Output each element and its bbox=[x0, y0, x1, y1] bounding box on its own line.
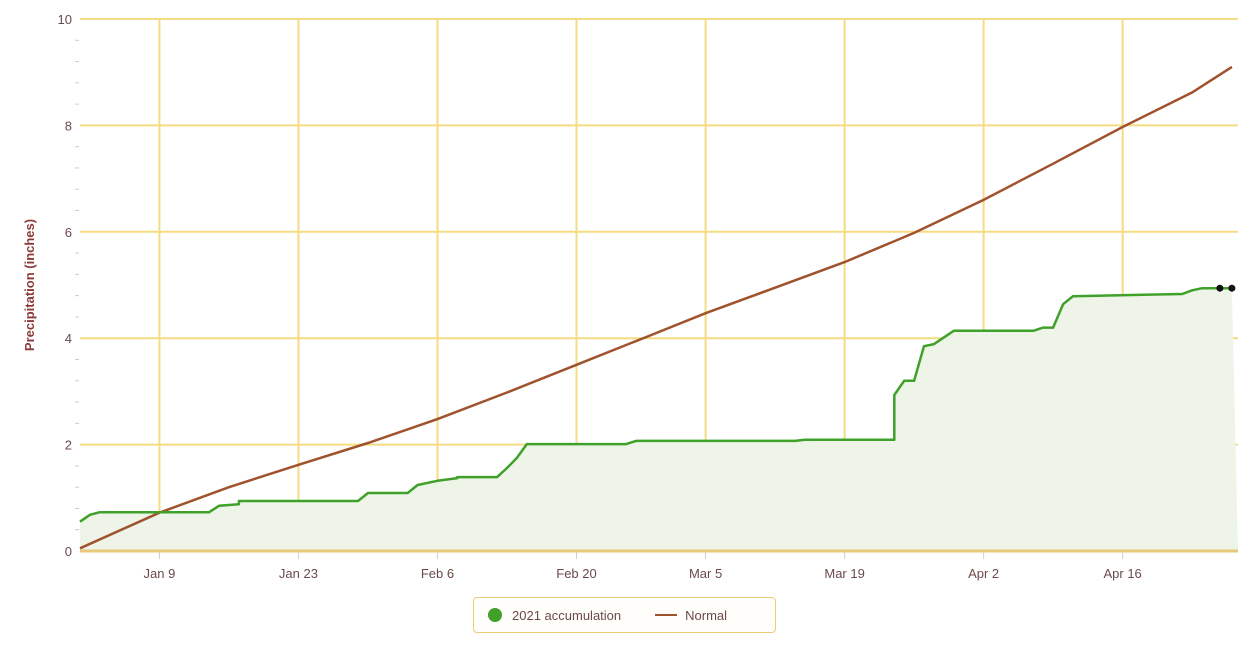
data-point-marker[interactable] bbox=[1228, 284, 1236, 292]
accumulation-area bbox=[80, 288, 1238, 551]
x-tick-label: Feb 20 bbox=[556, 566, 596, 581]
y-tick-label: 2 bbox=[65, 438, 72, 453]
legend-label: Normal bbox=[685, 607, 728, 623]
brown-line-icon bbox=[655, 614, 678, 616]
y-axis-labels: 0 2 4 6 8 10 bbox=[58, 12, 72, 559]
x-tick-label: Mar 5 bbox=[689, 566, 722, 581]
x-tick-label: Jan 23 bbox=[279, 566, 318, 581]
y-tick-label: 8 bbox=[65, 118, 72, 133]
x-tick-label: Jan 9 bbox=[144, 566, 176, 581]
x-tick-label: Feb 6 bbox=[421, 566, 454, 581]
legend: 2021 accumulation Normal bbox=[473, 597, 776, 633]
data-point-marker[interactable] bbox=[1216, 284, 1224, 292]
y-tick-label: 0 bbox=[65, 544, 72, 559]
y-minor-ticks bbox=[75, 39, 79, 531]
end-point-markers[interactable] bbox=[1216, 284, 1236, 292]
x-axis-labels: Jan 9 Jan 23 Feb 6 Feb 20 Mar 5 Mar 19 Apr 2 Ap… bbox=[144, 566, 1142, 581]
legend-item-accumulation[interactable]: 2021 accumulation bbox=[474, 608, 621, 623]
x-tick-label: Apr 16 bbox=[1103, 566, 1141, 581]
y-tick-label: 6 bbox=[65, 225, 72, 240]
x-tick-label: Apr 2 bbox=[968, 566, 999, 581]
y-axis-title: Precipitation (inches) bbox=[22, 219, 37, 351]
legend-item-normal[interactable]: Normal bbox=[621, 608, 727, 623]
legend-label: 2021 accumulation bbox=[512, 607, 622, 623]
y-tick-label: 4 bbox=[65, 331, 72, 346]
x-tick-label: Mar 19 bbox=[824, 566, 864, 581]
green-dot-icon bbox=[488, 608, 502, 622]
y-tick-label: 10 bbox=[58, 12, 72, 27]
accumulation-line[interactable] bbox=[79, 286, 1232, 523]
normal-line[interactable] bbox=[79, 65, 1233, 550]
